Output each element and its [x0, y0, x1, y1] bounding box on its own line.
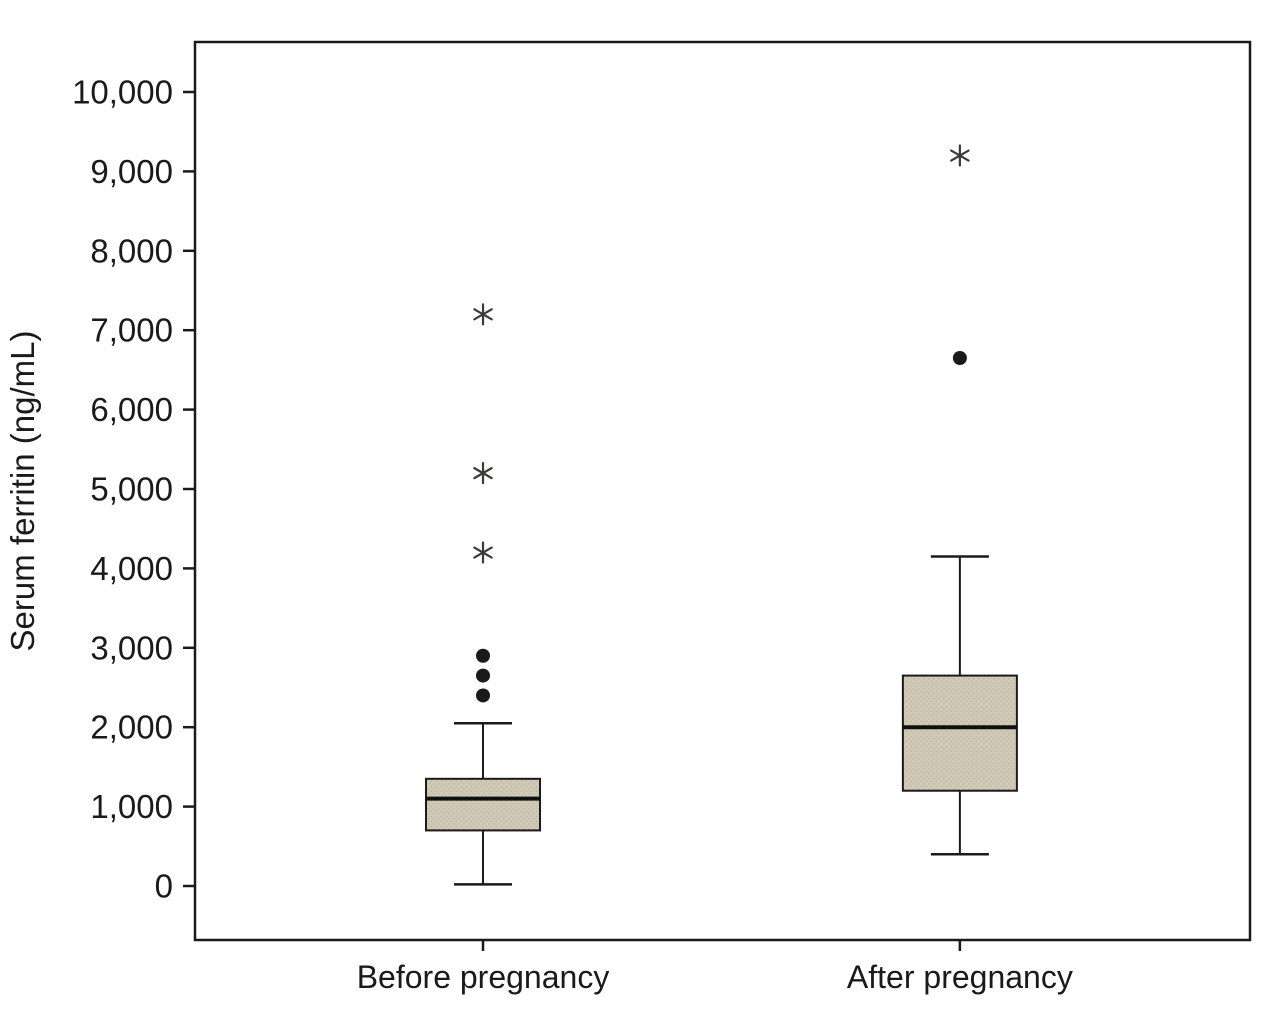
- iqr-box: [425, 777, 542, 832]
- y-tick-label: 1,000: [90, 788, 173, 825]
- y-axis-title: Serum ferritin (ng/mL): [4, 331, 41, 652]
- box-series: [425, 144, 1018, 886]
- y-tick-label: 7,000: [90, 312, 173, 349]
- outlier-point: [476, 668, 491, 683]
- iqr-box: [901, 674, 1018, 792]
- y-tick-label: 0: [155, 868, 173, 905]
- plot-frame: [193, 40, 1252, 942]
- extreme-outlier-asterisk: [473, 462, 493, 485]
- plot-area-border: [193, 40, 1252, 942]
- x-category-label: Before pregnancy: [357, 959, 610, 995]
- x-category-label: After pregnancy: [847, 959, 1073, 995]
- asterisk-stroke: [473, 467, 493, 480]
- asterisk-stroke: [473, 308, 493, 321]
- extreme-outlier-asterisk: [473, 303, 493, 326]
- y-tick-label: 6,000: [90, 391, 173, 428]
- asterisk-stroke: [473, 546, 493, 559]
- y-tick-label: 4,000: [90, 550, 173, 587]
- outlier-point: [476, 648, 491, 663]
- y-tick-label: 9,000: [90, 153, 173, 190]
- y-tick-label: 8,000: [90, 232, 173, 269]
- outlier-point: [952, 350, 967, 365]
- extreme-outlier-asterisk: [473, 541, 493, 564]
- axis-ticks: [183, 90, 962, 951]
- y-tick-label: 3,000: [90, 629, 173, 666]
- box-group-before-pregnancy: [425, 303, 542, 886]
- box-group-after-pregnancy: [901, 144, 1018, 856]
- y-tick-label: 2,000: [90, 709, 173, 746]
- outlier-point: [476, 688, 491, 703]
- y-tick-label: 5,000: [90, 471, 173, 508]
- extreme-outlier-asterisk: [950, 144, 970, 167]
- y-tick-label: 10,000: [72, 74, 173, 111]
- asterisk-stroke: [950, 149, 970, 162]
- axis-labels: 0 1,000 2,000 3,000 4,000 5,000 6,000 7,000 8,00…: [72, 74, 1073, 996]
